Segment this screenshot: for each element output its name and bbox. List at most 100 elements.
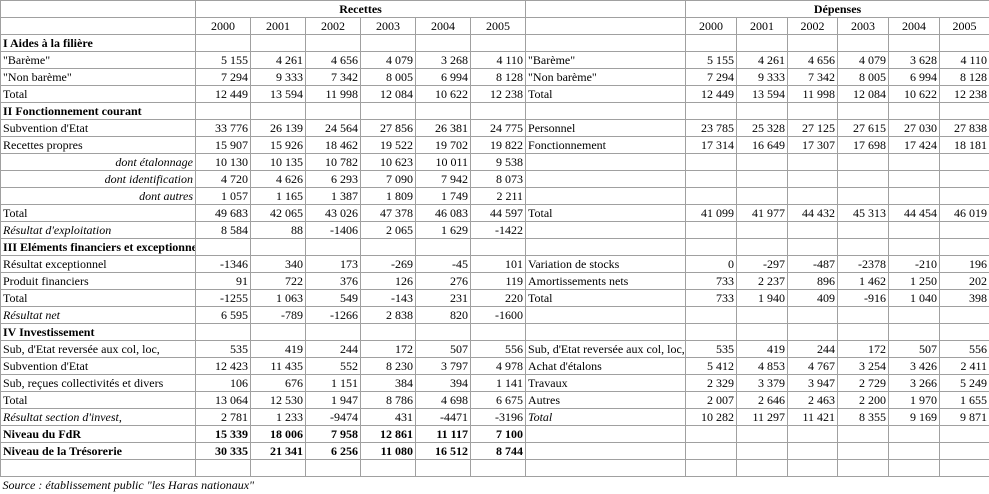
value — [888, 221, 941, 239]
row-label: Sub, d'Etat reversée aux col, loc, — [525, 340, 687, 358]
value — [787, 102, 839, 120]
value: 9 538 — [469, 153, 527, 171]
row-label: Autres — [525, 391, 687, 409]
row-label: Recettes propres — [0, 136, 196, 154]
row-label: Résultat d'exploitation — [0, 221, 196, 239]
row-label: Résultat net — [0, 306, 196, 324]
value — [939, 34, 989, 52]
value: 19 702 — [415, 136, 471, 154]
value: 26 381 — [415, 119, 471, 137]
value — [736, 238, 789, 256]
value: 6 595 — [195, 306, 251, 324]
table-row: Total -1255 1 063 549 -143 231 220 Total 733 1 94… — [0, 289, 989, 307]
value: -143 — [360, 289, 416, 307]
value — [787, 153, 839, 171]
value: 27 030 — [888, 119, 941, 137]
value — [305, 34, 361, 52]
value: 5 155 — [195, 51, 251, 69]
row-label: "Barème" — [525, 51, 687, 69]
value: 0 — [685, 255, 738, 273]
value: 16 649 — [736, 136, 789, 154]
value: -789 — [250, 306, 306, 324]
value — [250, 34, 306, 52]
table-row: Niveau de la Trésorerie 30 335 21 341 6 256… — [0, 442, 989, 460]
value: -4471 — [415, 408, 471, 426]
value: 896 — [787, 272, 839, 290]
value — [837, 323, 890, 341]
blank-cell — [787, 459, 839, 477]
value: 18 462 — [305, 136, 361, 154]
value: 27 838 — [939, 119, 989, 137]
value — [736, 323, 789, 341]
row-label: Travaux — [525, 374, 687, 392]
table-row: dont autres 1 057 1 165 1 387 1 809 1 749 2 21… — [0, 187, 989, 205]
value: 9 333 — [736, 68, 789, 86]
value: 12 423 — [195, 357, 251, 375]
value: 15 926 — [250, 136, 306, 154]
value: 8 073 — [469, 170, 527, 188]
value: 7 294 — [685, 68, 738, 86]
value — [736, 187, 789, 205]
value: 2 200 — [837, 391, 890, 409]
source-row: Source : établissement public "les Haras… — [1, 477, 989, 494]
table-row: "Barème" 5 155 4 261 4 656 4 079 3 268 4 110 "B… — [0, 51, 989, 69]
value: 3 268 — [415, 51, 471, 69]
value: -1346 — [195, 255, 251, 273]
row-label: Total — [525, 289, 687, 307]
value — [305, 238, 361, 256]
row-label — [525, 442, 687, 460]
value: 10 782 — [305, 153, 361, 171]
value: 4 626 — [250, 170, 306, 188]
value — [888, 306, 941, 324]
table-row: Résultat section d'invest, 2 781 1 233 -947… — [0, 408, 989, 426]
row-label — [525, 102, 687, 120]
value — [736, 306, 789, 324]
blank-cell — [939, 459, 989, 477]
value — [305, 323, 361, 341]
value: 556 — [469, 340, 527, 358]
value — [787, 238, 839, 256]
value: 12 084 — [360, 85, 416, 103]
value — [360, 323, 416, 341]
value: 5 155 — [685, 51, 738, 69]
row-label — [525, 34, 687, 52]
value — [939, 442, 989, 460]
row-label: Total — [525, 408, 687, 426]
year: 2000 — [195, 17, 251, 35]
value: 2 463 — [787, 391, 839, 409]
value — [787, 221, 839, 239]
value: 202 — [939, 272, 989, 290]
table-row: Sub, d'Etat reversée aux col, loc, 535 419… — [0, 340, 989, 358]
row-label: Total — [0, 391, 196, 409]
row-label — [525, 153, 687, 171]
value: 4 656 — [787, 51, 839, 69]
value: 1 947 — [305, 391, 361, 409]
recettes-header: Recettes — [194, 0, 527, 18]
value: 46 019 — [939, 204, 989, 222]
value — [415, 323, 471, 341]
value: 1 749 — [415, 187, 471, 205]
value: -1422 — [469, 221, 527, 239]
value — [250, 238, 306, 256]
value — [736, 425, 789, 443]
value: 8 128 — [939, 68, 989, 86]
value: 126 — [360, 272, 416, 290]
value: 18 181 — [939, 136, 989, 154]
value: 733 — [685, 272, 738, 290]
value: -297 — [736, 255, 789, 273]
value: 11 998 — [305, 85, 361, 103]
value: -210 — [888, 255, 941, 273]
table-row: III Eléments financiers et exceptionnels — [0, 238, 989, 256]
value: 6 994 — [888, 68, 941, 86]
value: 13 594 — [736, 85, 789, 103]
value: -1600 — [469, 306, 527, 324]
blank-cell — [0, 0, 196, 18]
value — [888, 238, 941, 256]
blank-cell — [685, 459, 738, 477]
value: 5 249 — [939, 374, 989, 392]
value — [736, 170, 789, 188]
year: 2003 — [360, 17, 416, 35]
value: 722 — [250, 272, 306, 290]
value: 23 785 — [685, 119, 738, 137]
value — [787, 442, 839, 460]
